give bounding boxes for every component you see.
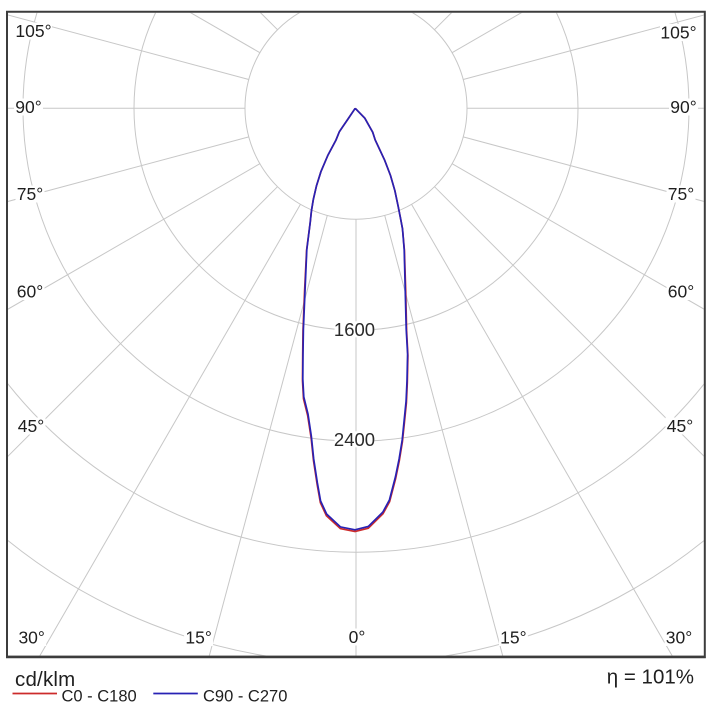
- svg-text:30°: 30°: [666, 628, 692, 648]
- svg-text:30°: 30°: [18, 628, 44, 648]
- svg-text:C90 - C270: C90 - C270: [203, 688, 287, 706]
- svg-text:45°: 45°: [667, 416, 693, 436]
- svg-text:cd/klm: cd/klm: [15, 668, 75, 691]
- svg-text:90°: 90°: [670, 97, 696, 117]
- svg-text:15°: 15°: [500, 628, 526, 648]
- svg-text:75°: 75°: [17, 184, 43, 204]
- svg-text:45°: 45°: [18, 416, 44, 436]
- svg-text:C0 - C180: C0 - C180: [62, 688, 137, 706]
- svg-text:η = 101%: η = 101%: [607, 665, 694, 688]
- svg-text:105°: 105°: [15, 21, 51, 41]
- svg-text:60°: 60°: [668, 282, 694, 302]
- svg-text:1600: 1600: [334, 319, 375, 340]
- svg-text:60°: 60°: [17, 282, 43, 302]
- svg-text:105°: 105°: [660, 23, 696, 43]
- svg-text:0°: 0°: [349, 627, 366, 647]
- svg-text:2400: 2400: [334, 429, 375, 450]
- svg-text:90°: 90°: [15, 97, 41, 117]
- svg-text:75°: 75°: [668, 184, 694, 204]
- svg-text:15°: 15°: [185, 628, 211, 648]
